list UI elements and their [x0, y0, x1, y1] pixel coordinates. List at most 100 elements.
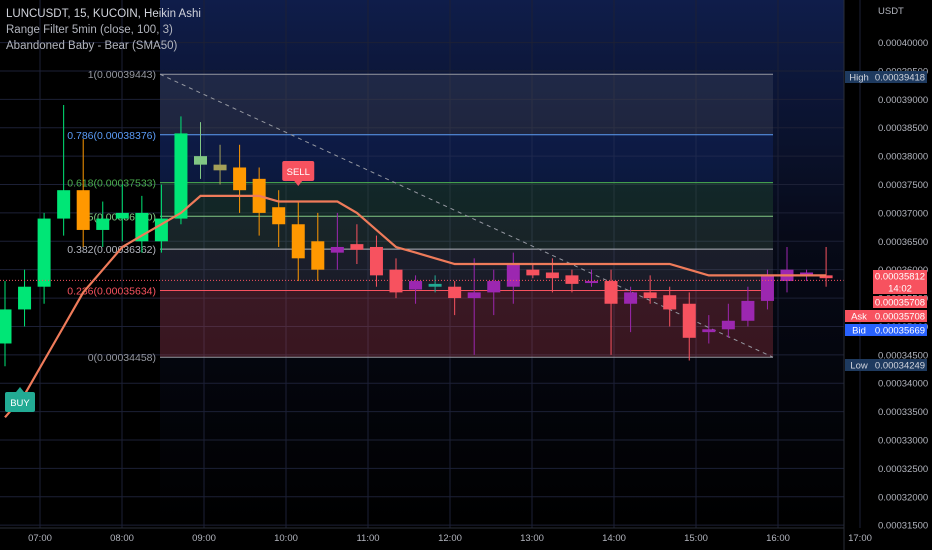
sell-signal-label: SELL [287, 167, 310, 178]
fib-level-label: 0.382(0.00036362) [67, 244, 156, 256]
fib-level-label: 0.786(0.00038376) [67, 130, 156, 142]
y-axis-unit: USDT [878, 6, 904, 17]
fib-trend-line [159, 73, 774, 358]
price-tag-label: High [849, 73, 869, 84]
candle-body [643, 292, 657, 299]
indicator-abandoned-baby[interactable]: Abandoned Baby - Bear (SMA50) [6, 40, 178, 52]
candle-body [369, 246, 383, 276]
price-tag-box [873, 296, 927, 308]
price-tag-value: 0.00034249 [875, 361, 925, 372]
candle-body [57, 190, 71, 219]
price-tag-value: 0.00039418 [875, 73, 925, 84]
x-tick-label: 16:00 [766, 533, 790, 544]
candle-body [76, 190, 90, 230]
price-tag-label: Bid [852, 326, 866, 337]
symbol-title[interactable]: LUNCUSDT, 15, KUCOIN, Heikin Ashi [6, 8, 201, 20]
price-tag-value: 0.00035708 [875, 312, 925, 323]
y-tick-label: 0.00032500 [878, 464, 928, 475]
candle-body [96, 218, 110, 230]
candle-body [604, 281, 618, 304]
candle-body [800, 272, 814, 276]
candle-body [194, 156, 207, 165]
y-tick-label: 0.00031500 [878, 521, 928, 532]
price-tag-label-box [845, 71, 873, 83]
candle-body [565, 275, 579, 284]
candle-body [467, 292, 481, 299]
price-tag-box [873, 324, 927, 336]
candle-body [350, 244, 364, 250]
range-filter-line [4, 194, 827, 419]
indicator-range-filter[interactable]: Range Filter 5min (close, 100, 3) [6, 24, 173, 36]
x-tick-label: 13:00 [520, 533, 544, 544]
fib-level-label: 1(0.00039443) [88, 69, 156, 81]
candle-body [741, 300, 755, 321]
price-tag-box [873, 310, 927, 322]
y-tick-label: 0.00039000 [878, 95, 928, 106]
candle-body [291, 224, 305, 259]
y-tick-label: 0.00040000 [878, 38, 928, 49]
candle-body [760, 275, 774, 301]
price-tag-label-box [845, 359, 873, 371]
fib-zone [160, 290, 773, 358]
y-tick-label: 0.00037500 [878, 180, 928, 191]
candle-body [682, 303, 696, 338]
price-tag-box [873, 282, 927, 294]
y-tick-label: 0.00038500 [878, 123, 928, 134]
candle-body [311, 241, 325, 270]
y-tick-label: 0.00034500 [878, 350, 928, 361]
candle-body [624, 292, 638, 304]
fib-zone [160, 249, 773, 291]
candle-body [585, 281, 598, 284]
x-tick-label: 14:00 [602, 533, 626, 544]
candle-body [702, 329, 716, 333]
fib-zone [160, 216, 773, 250]
candle-body [545, 272, 559, 279]
price-tag-label-box [845, 310, 873, 322]
sell-signal-arrow [294, 181, 303, 186]
y-tick-label: 0.00033000 [878, 436, 928, 447]
sell-signal-box [282, 161, 315, 181]
candle-body [272, 207, 286, 225]
price-tag-value: 14:02 [888, 284, 912, 295]
candle-body [213, 164, 227, 171]
y-tick-label: 0.00038000 [878, 152, 928, 163]
candle-body [330, 246, 344, 253]
price-tag-box [873, 71, 927, 83]
chart-legend: LUNCUSDT, 15, KUCOIN, Heikin Ashi Range … [6, 6, 201, 54]
buy-signal-box [5, 392, 35, 412]
candle-body [721, 320, 735, 330]
price-tag-label-box [845, 324, 873, 336]
price-tag-value: 0.00035669 [875, 326, 925, 337]
x-tick-label: 11:00 [356, 533, 379, 544]
fib-zone [160, 134, 773, 183]
price-tag-box [873, 270, 927, 282]
buy-signal-arrow [16, 387, 24, 392]
candle-body [0, 309, 12, 344]
candle-body [663, 295, 677, 310]
x-tick-label: 12:00 [438, 533, 462, 544]
candle-body [428, 283, 442, 287]
price-tag-box [873, 359, 927, 371]
candle-body [389, 269, 403, 293]
candle-body [154, 218, 168, 242]
y-tick-label: 0.00036500 [878, 237, 928, 248]
y-tick-label: 0.00034000 [878, 379, 928, 390]
fib-level-label: 0.618(0.00037533) [67, 178, 156, 190]
candle-body [487, 281, 501, 293]
y-tick-label: 0.00033500 [878, 407, 928, 418]
candle-body [174, 133, 188, 219]
candle-body [526, 269, 540, 276]
buy-signal-label: BUY [10, 398, 30, 409]
fib-zone [160, 182, 773, 217]
price-tag-value: 0.00035812 [875, 272, 925, 283]
price-tag-value: 0.00035708 [875, 298, 925, 309]
candle-body [18, 286, 32, 310]
candle-body [506, 264, 520, 287]
y-tick-label: 0.00032000 [878, 492, 928, 503]
x-tick-label: 10:00 [274, 533, 298, 544]
candle-body [37, 218, 51, 287]
x-tick-label: 09:00 [192, 533, 216, 544]
fib-level-label: 0.236(0.00035634) [67, 285, 156, 297]
x-tick-label: 07:00 [28, 533, 52, 544]
